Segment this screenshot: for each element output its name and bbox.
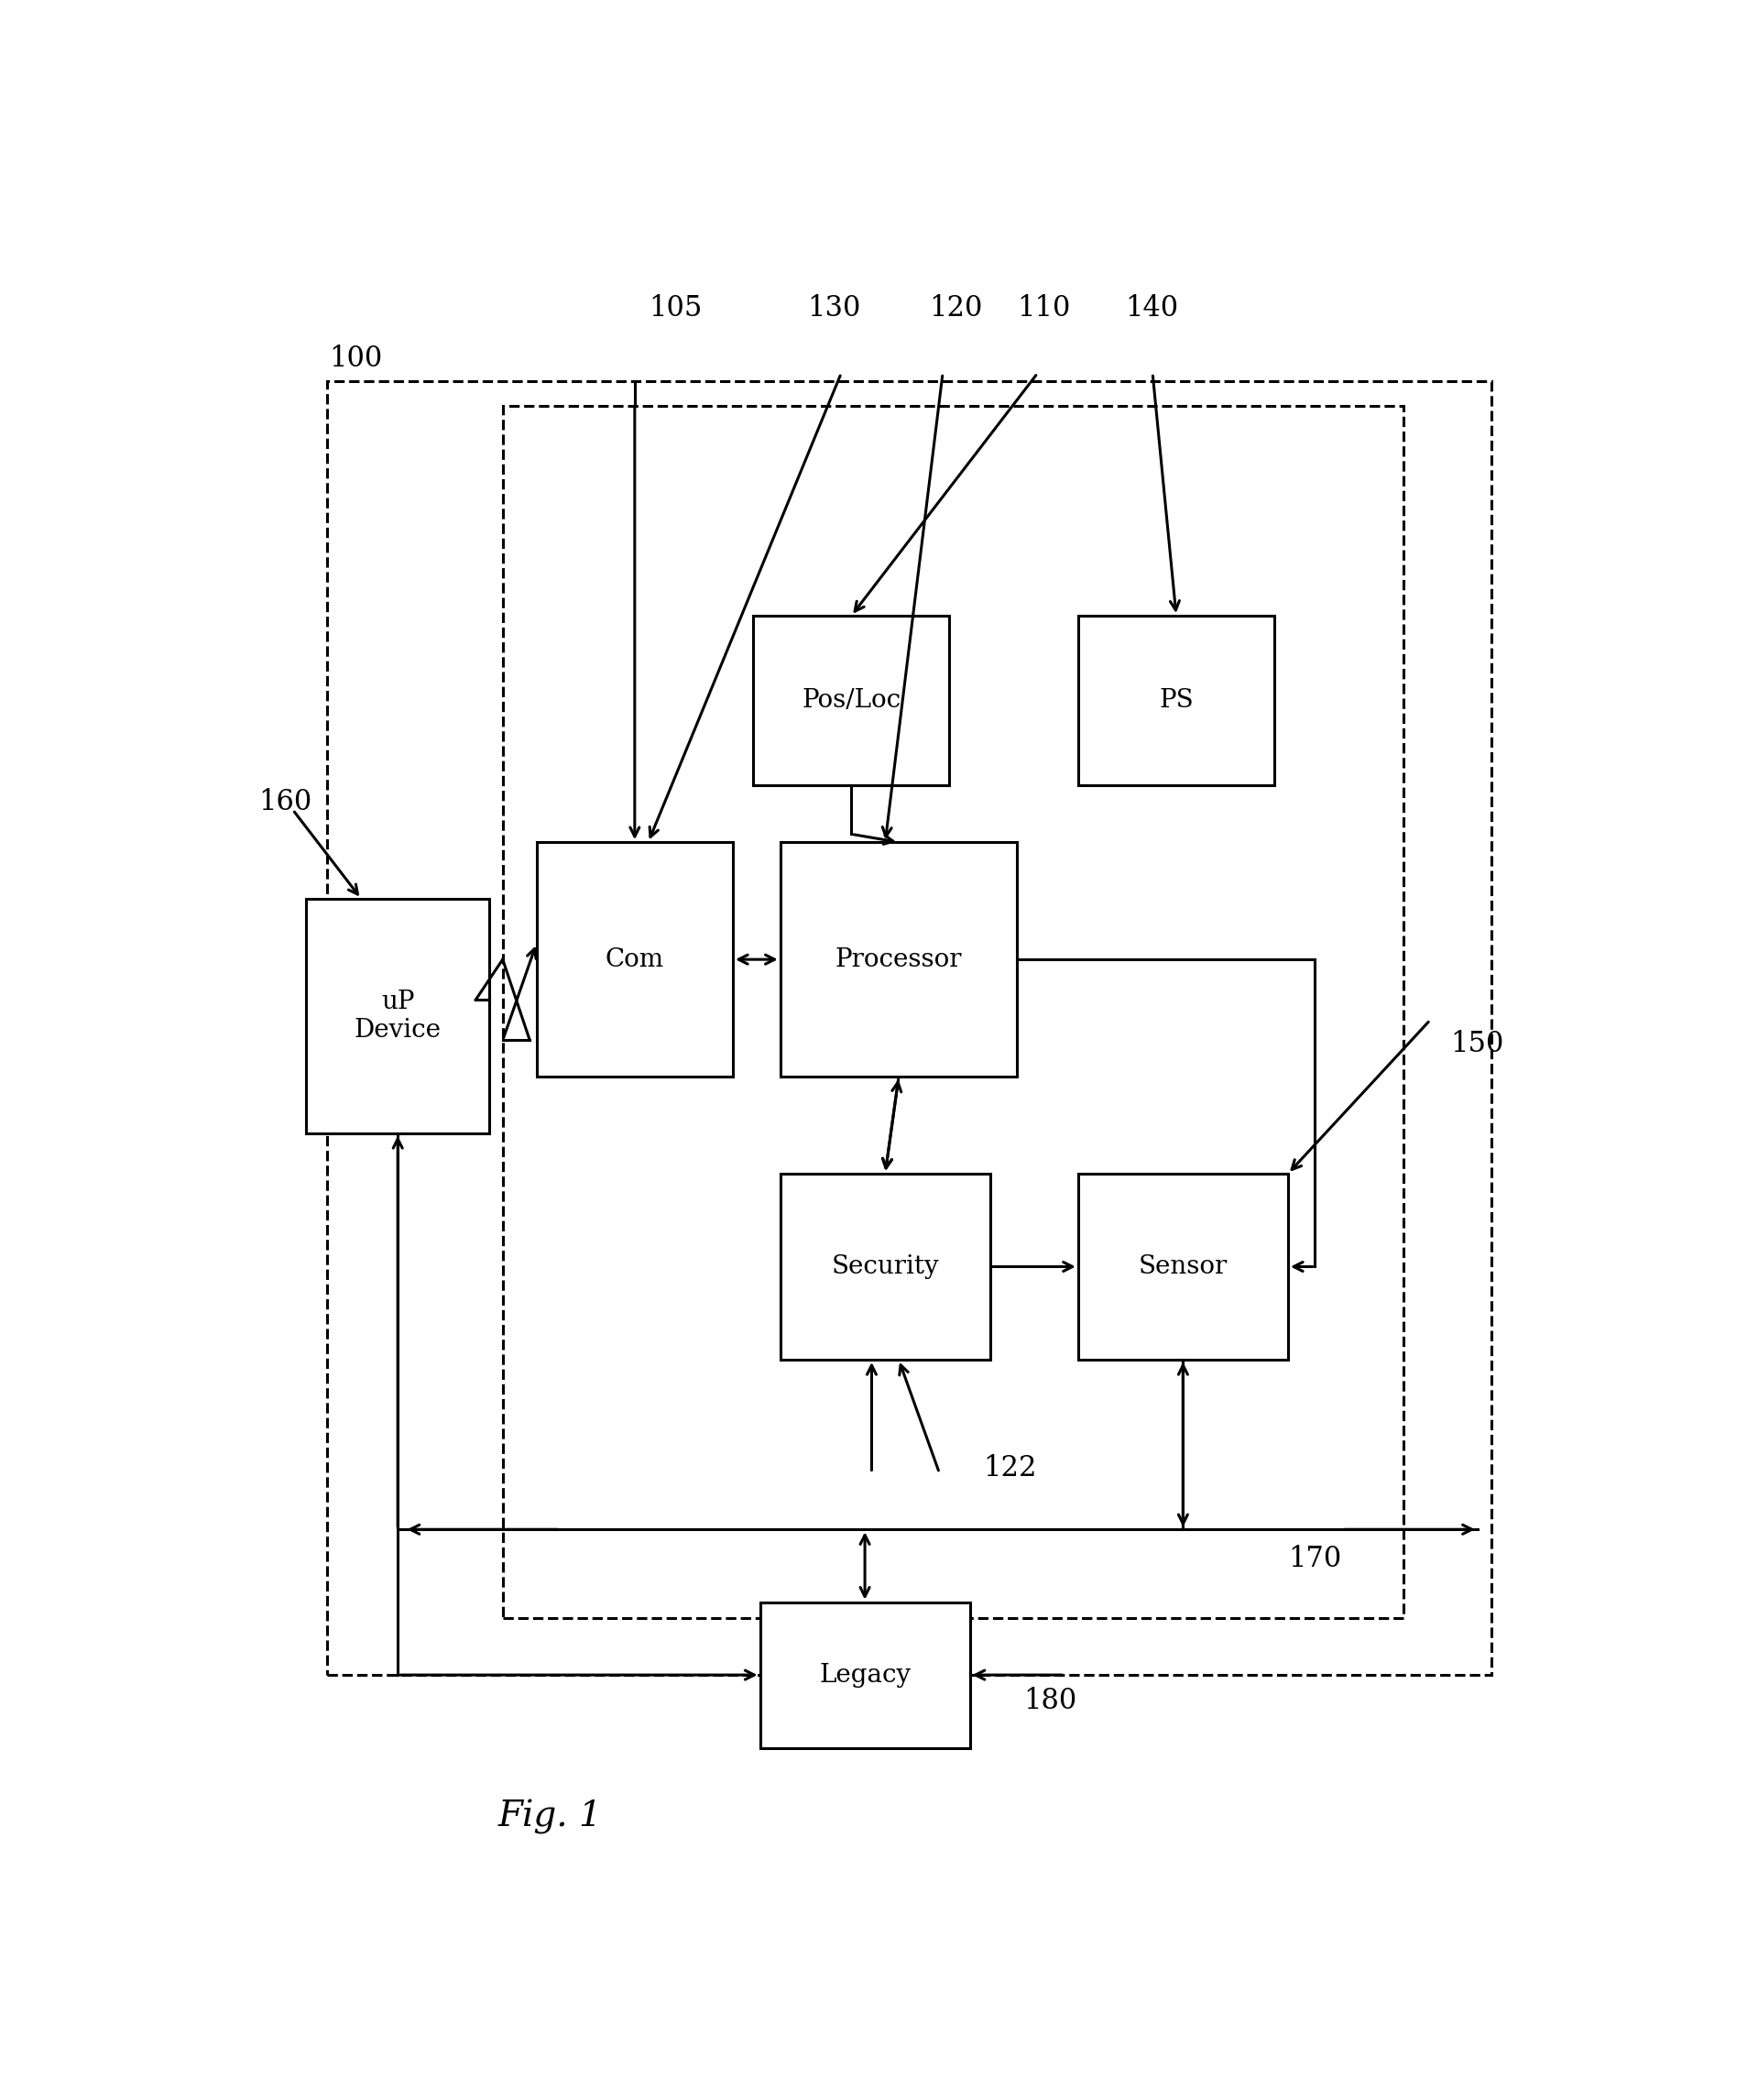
Bar (503, 405, 1403, 1619)
Text: Legacy: Legacy (819, 1663, 910, 1686)
Text: Pos/Loc: Pos/Loc (802, 689, 901, 714)
Text: Com: Com (604, 947, 664, 972)
Bar (327, 382, 1490, 1676)
Text: 130: 130 (807, 294, 861, 323)
Text: PS: PS (1158, 689, 1193, 714)
Bar (306, 899, 489, 1134)
Text: 150: 150 (1450, 1031, 1504, 1058)
Bar (1078, 615, 1275, 785)
Text: 120: 120 (929, 294, 982, 323)
Bar (1078, 1174, 1288, 1359)
Text: 100: 100 (330, 344, 383, 374)
Text: 105: 105 (648, 294, 702, 323)
Bar (536, 842, 734, 1077)
Bar (760, 1602, 970, 1747)
Bar (781, 842, 1017, 1077)
Bar (781, 1174, 991, 1359)
Text: 180: 180 (1024, 1686, 1078, 1716)
Text: Fig. 1: Fig. 1 (498, 1800, 603, 1835)
Text: Processor: Processor (835, 947, 963, 972)
Text: 170: 170 (1288, 1544, 1342, 1573)
Text: Security: Security (832, 1254, 940, 1279)
Text: uP
Device: uP Device (355, 989, 442, 1044)
Text: 140: 140 (1125, 294, 1179, 323)
Text: 110: 110 (1017, 294, 1071, 323)
Bar (753, 615, 950, 785)
Text: 160: 160 (259, 788, 313, 817)
Text: Sensor: Sensor (1139, 1254, 1228, 1279)
Text: 122: 122 (984, 1453, 1038, 1483)
